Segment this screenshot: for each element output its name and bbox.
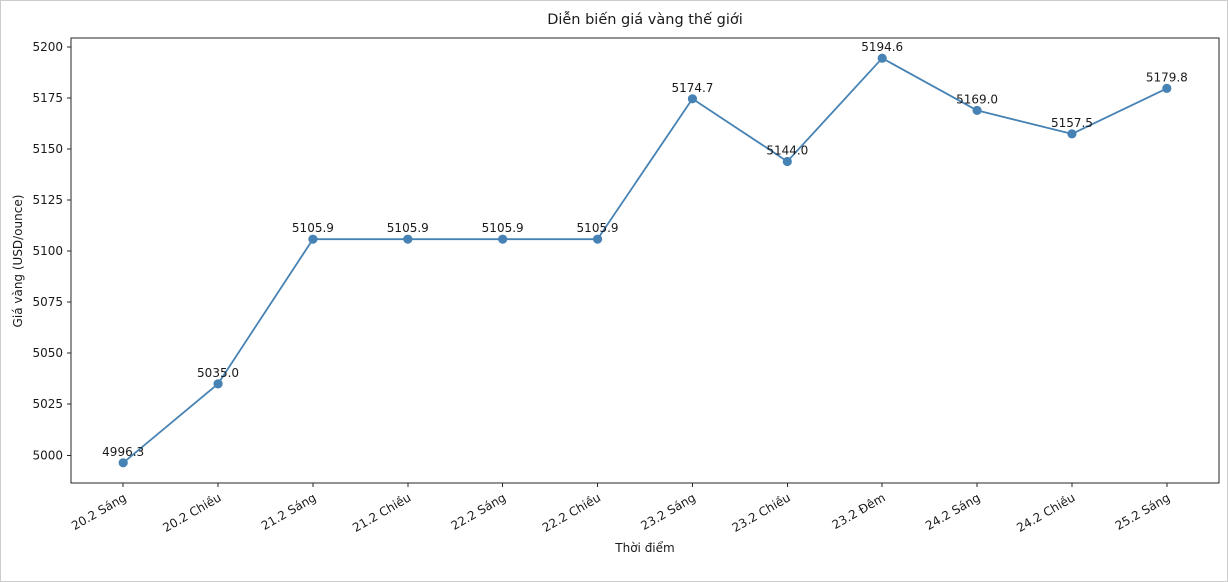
x-tick-label: 22.2 Chiều — [540, 490, 603, 535]
data-point-label: 5194.6 — [861, 40, 903, 54]
data-point — [877, 53, 887, 63]
data-point-label: 4996.3 — [102, 445, 144, 459]
x-tick-label: 21.2 Sáng — [259, 490, 319, 532]
data-point — [592, 234, 603, 244]
data-point-label: 5144.0 — [766, 143, 808, 157]
data-point-label: 5174.7 — [671, 81, 713, 95]
y-tick-label: 5150 — [32, 142, 63, 156]
data-point — [498, 234, 508, 244]
x-tick-label: 23.2 Sáng — [638, 490, 698, 532]
data-point-label: 5179.8 — [1146, 70, 1188, 84]
y-tick-label: 5025 — [32, 397, 63, 411]
data-point — [213, 379, 223, 389]
data-point — [782, 156, 792, 167]
y-tick-label: 5000 — [32, 448, 63, 462]
chart-title: Diễn biến giá vàng thế giới — [547, 12, 743, 28]
x-tick-label: 20.2 Sáng — [69, 490, 129, 532]
data-point-label: 5157.5 — [1051, 116, 1093, 130]
data-point-label: 5105.9 — [577, 221, 619, 235]
x-tick-label: 23.2 Đêm — [830, 490, 888, 532]
data-point — [1067, 129, 1077, 139]
data-point-label: 5105.9 — [387, 221, 429, 235]
data-point — [118, 458, 128, 468]
data-point — [687, 94, 698, 104]
data-point — [403, 234, 413, 244]
data-point — [308, 234, 318, 244]
data-point-label: 5105.9 — [292, 221, 334, 235]
x-tick-label: 22.2 Sáng — [449, 490, 509, 532]
y-tick-label: 5125 — [32, 193, 63, 207]
y-tick-label: 5200 — [32, 40, 63, 54]
y-tick-label: 5075 — [32, 295, 63, 309]
y-tick-label: 5100 — [32, 244, 63, 258]
x-tick-label: 24.2 Sáng — [923, 490, 983, 532]
x-tick-label: 24.2 Chiều — [1014, 490, 1077, 535]
y-tick-label: 5175 — [32, 91, 63, 105]
x-tick-label: 20.2 Chiều — [160, 490, 223, 535]
data-point-label: 5105.9 — [482, 221, 524, 235]
axes-frame — [70, 37, 1220, 484]
data-point-label: 5035.0 — [197, 366, 239, 380]
x-tick-label: 23.2 Chiều — [730, 490, 793, 535]
x-tick-label: 21.2 Chiều — [350, 490, 413, 535]
y-tick-label: 5050 — [32, 346, 63, 360]
x-axis-label: Thời điểm — [615, 541, 675, 555]
data-point — [972, 105, 982, 116]
series-line — [122, 57, 1168, 464]
data-point — [1162, 83, 1172, 93]
x-tick-label: 25.2 Sáng — [1113, 490, 1173, 532]
data-point-label: 5169.0 — [956, 92, 998, 106]
